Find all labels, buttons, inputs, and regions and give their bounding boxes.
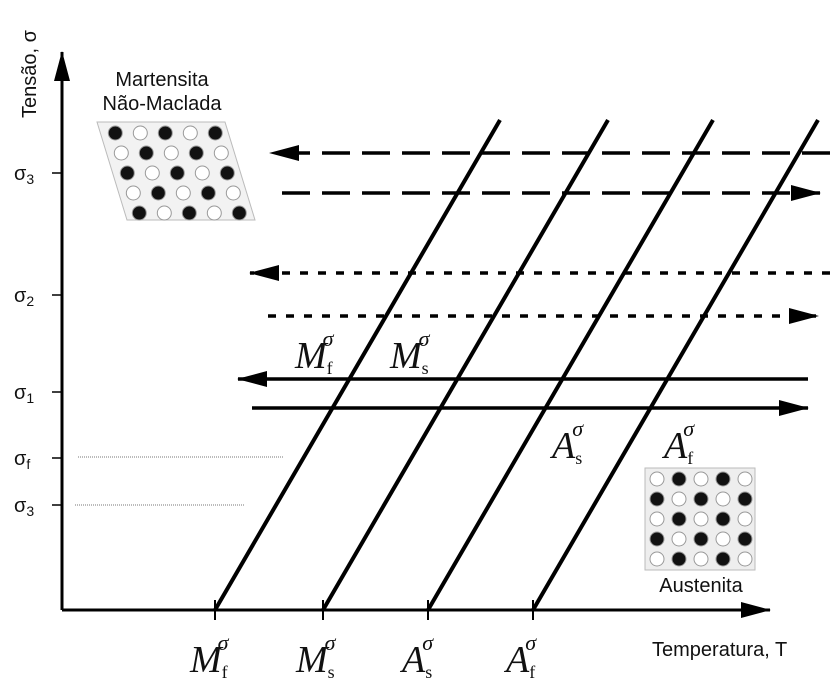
stress-label: σ2 xyxy=(14,285,34,309)
atom xyxy=(139,146,153,160)
atom xyxy=(650,552,664,566)
subscript: f xyxy=(222,662,228,682)
superscript: σ xyxy=(325,630,337,655)
y-axis-label: Tensão, σ xyxy=(19,29,41,118)
atom xyxy=(672,532,686,546)
atom xyxy=(716,532,730,546)
line-label: Mfσ xyxy=(294,326,335,378)
atom xyxy=(157,206,171,220)
stress-subscript: 2 xyxy=(26,293,34,309)
line-label: Msσ xyxy=(389,326,431,378)
page: σ3σ2σ1σfσ3MfσMsσAsσAfσMfσMsσAsσAfσTensão… xyxy=(0,0,831,684)
stress-subscript: 3 xyxy=(26,171,34,187)
superscript: σ xyxy=(572,416,584,441)
stress-label: σ1 xyxy=(14,382,34,406)
atom xyxy=(214,146,228,160)
atom xyxy=(738,492,752,506)
stress-symbol: σ xyxy=(14,448,27,470)
atom xyxy=(133,126,147,140)
atom xyxy=(220,166,234,180)
atom xyxy=(650,532,664,546)
atom xyxy=(126,186,140,200)
atom xyxy=(650,472,664,486)
atom xyxy=(195,166,209,180)
stress-symbol: σ xyxy=(14,285,27,307)
atom xyxy=(170,166,184,180)
subscript: f xyxy=(687,448,693,468)
atom xyxy=(716,492,730,506)
atom xyxy=(176,186,190,200)
atom xyxy=(108,126,122,140)
atom xyxy=(164,146,178,160)
atom xyxy=(183,126,197,140)
superscript: σ xyxy=(218,630,230,655)
diagram: σ3σ2σ1σfσ3MfσMsσAsσAfσMfσMsσAsσAfσTensão… xyxy=(0,0,831,684)
stress-label: σ3 xyxy=(14,163,34,187)
atom xyxy=(182,206,196,220)
subscript: s xyxy=(425,662,432,682)
atom xyxy=(694,532,708,546)
atom xyxy=(738,512,752,526)
phase-label: Martensita xyxy=(115,69,209,91)
atom xyxy=(114,146,128,160)
stress-symbol: σ xyxy=(14,495,27,517)
atom xyxy=(207,206,221,220)
atom xyxy=(694,472,708,486)
stress-subscript: f xyxy=(26,456,30,472)
atom xyxy=(738,472,752,486)
atom xyxy=(738,552,752,566)
atom xyxy=(672,512,686,526)
atom xyxy=(694,512,708,526)
atom xyxy=(672,552,686,566)
atom xyxy=(145,166,159,180)
superscript: σ xyxy=(422,630,434,655)
atom xyxy=(208,126,222,140)
superscript: σ xyxy=(323,326,335,351)
stress-subscript: 3 xyxy=(26,503,34,519)
atom xyxy=(672,472,686,486)
line-label: Asσ xyxy=(549,416,584,468)
atom xyxy=(694,552,708,566)
subscript: s xyxy=(422,358,429,378)
atom xyxy=(232,206,246,220)
subscript: f xyxy=(327,358,333,378)
superscript: σ xyxy=(683,416,695,441)
x-axis-label: Temperatura, T xyxy=(652,639,787,661)
atom xyxy=(672,492,686,506)
stress-subscript: 1 xyxy=(26,390,34,406)
subscript: s xyxy=(575,448,582,468)
stress-label: σf xyxy=(14,448,30,472)
temperature-label: Mfσ xyxy=(189,630,230,682)
atom xyxy=(189,146,203,160)
subscript: f xyxy=(529,662,535,682)
atom xyxy=(716,512,730,526)
atom xyxy=(120,166,134,180)
phase-label: Não-Maclada xyxy=(103,93,223,115)
temperature-label: Asσ xyxy=(399,630,434,682)
atom xyxy=(201,186,215,200)
subscript: s xyxy=(328,662,335,682)
superscript: σ xyxy=(419,326,431,351)
atom xyxy=(158,126,172,140)
atom xyxy=(226,186,240,200)
atom xyxy=(716,472,730,486)
atom xyxy=(716,552,730,566)
atom xyxy=(650,512,664,526)
phase-label: Austenita xyxy=(659,575,743,597)
atom xyxy=(694,492,708,506)
atom xyxy=(132,206,146,220)
temperature-label: Afσ xyxy=(503,630,537,682)
stress-symbol: σ xyxy=(14,382,27,404)
superscript: σ xyxy=(525,630,537,655)
atom xyxy=(151,186,165,200)
stress-label: σ3 xyxy=(14,495,34,519)
line-label: Afσ xyxy=(661,416,695,468)
stress-symbol: σ xyxy=(14,163,27,185)
temperature-label: Msσ xyxy=(295,630,337,682)
atom xyxy=(650,492,664,506)
atom xyxy=(738,532,752,546)
